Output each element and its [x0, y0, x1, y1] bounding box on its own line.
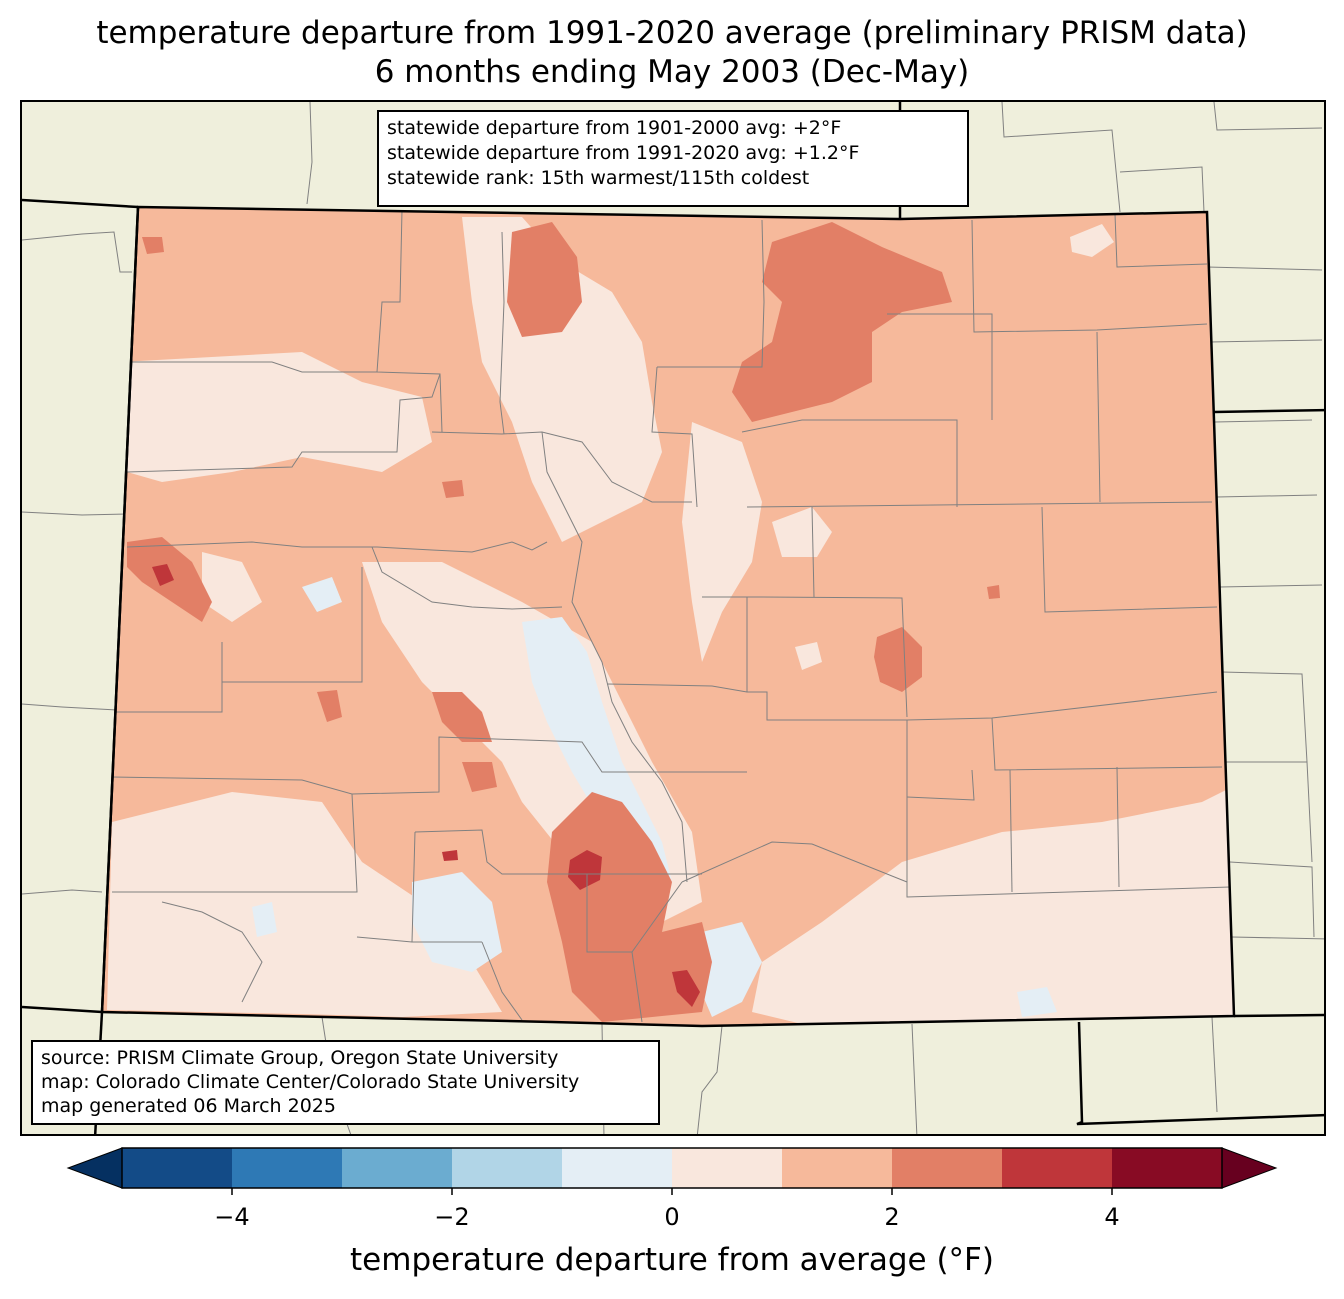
colorbar-bin-4 — [562, 1148, 672, 1188]
colorbar-over-arrow — [1221, 1147, 1278, 1189]
stats-line-rank: statewide rank: 15th warmest/115th colde… — [387, 167, 810, 189]
credits-map-author: map: Colorado Climate Center/Colorado St… — [41, 1071, 580, 1093]
colorbar-bin-1 — [232, 1148, 342, 1188]
colorbar — [66, 1147, 1278, 1195]
colorbar-tick-label: −4 — [214, 1203, 250, 1231]
colorbar-bin-7 — [892, 1148, 1002, 1188]
contour-0-to-1 — [107, 217, 1234, 1024]
contour-3-to-4 — [152, 564, 700, 1007]
map-subtitle: 6 months ending May 2003 (Dec-May) — [374, 54, 970, 90]
colorbar-bin-9 — [1112, 1148, 1222, 1188]
map-panel — [20, 100, 1326, 1136]
stats-line-departure-1901-2000: statewide departure from 1901-2000 avg: … — [387, 117, 842, 139]
colorbar-bin-5 — [672, 1148, 782, 1188]
credits-box: source: PRISM Climate Group, Oregon Stat… — [31, 1040, 660, 1125]
credits-source: source: PRISM Climate Group, Oregon Stat… — [41, 1047, 559, 1069]
colorbar-bin-2 — [342, 1148, 452, 1188]
colorbar-under-arrow — [66, 1147, 123, 1189]
colorbar-tick-label: 2 — [884, 1203, 900, 1231]
colorbar-bin-0 — [122, 1148, 232, 1188]
map-canvas — [22, 102, 1324, 1134]
colorbar-tick-label: −2 — [434, 1203, 470, 1231]
colorbar-bin-6 — [782, 1148, 892, 1188]
stats-line-departure-1991-2020: statewide departure from 1991-2020 avg: … — [387, 142, 860, 164]
map-title: temperature departure from 1991-2020 ave… — [96, 15, 1248, 51]
colorbar-tick-label: 0 — [664, 1203, 680, 1231]
statewide-stats-box: statewide departure from 1901-2000 avg: … — [377, 110, 969, 207]
colorbar-title: temperature departure from average (°F) — [350, 1242, 994, 1278]
county-lines — [111, 209, 1233, 1023]
colorbar-bin-3 — [452, 1148, 562, 1188]
colorbar-bin-8 — [1002, 1148, 1112, 1188]
credits-generated-date: map generated 06 March 2025 — [41, 1095, 336, 1117]
colorbar-tick-label: 4 — [1104, 1203, 1120, 1231]
contour-2-to-3 — [127, 222, 1000, 1022]
temperature-contours — [107, 209, 1234, 1024]
